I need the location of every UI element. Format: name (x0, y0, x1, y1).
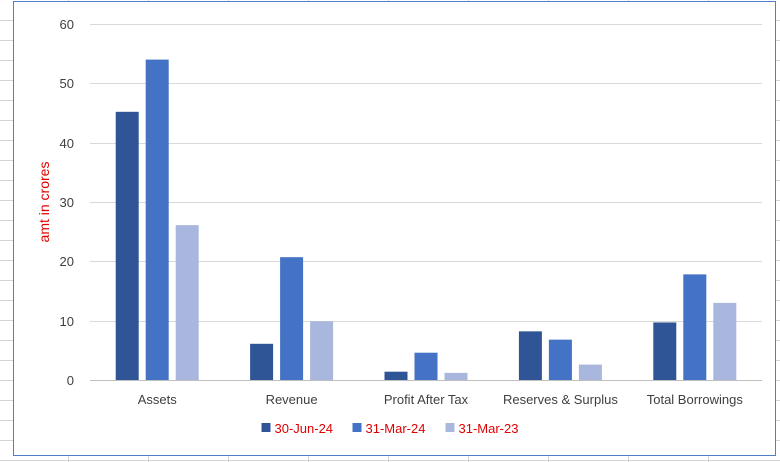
bar[interactable] (578, 364, 602, 380)
legend-entry[interactable]: 30-Jun-24 (275, 421, 334, 436)
bar-chart: 0 10 20 30 40 50 60 Assets Revenue Profit After … (36, 17, 762, 436)
bar[interactable] (175, 225, 199, 380)
y-tick-label: 0 (67, 373, 74, 388)
bar[interactable] (384, 371, 408, 380)
bar[interactable] (653, 322, 677, 380)
bar[interactable] (250, 343, 274, 380)
bar[interactable] (310, 321, 334, 380)
bar[interactable] (683, 274, 707, 380)
bar[interactable] (115, 111, 139, 381)
bar-series (115, 59, 737, 381)
chart-gridlines (90, 24, 762, 381)
y-tick-label: 50 (60, 76, 74, 91)
legend-swatch (261, 423, 271, 432)
x-axis-categories: Assets Revenue Profit After Tax Reserves & … (138, 392, 744, 407)
bar[interactable] (414, 352, 438, 380)
x-category-label: Total Borrowings (647, 392, 744, 407)
x-category-label: Profit After Tax (384, 392, 469, 407)
y-tick-label: 10 (60, 314, 74, 329)
x-category-label: Assets (138, 392, 178, 407)
legend-swatch (445, 423, 455, 432)
legend[interactable]: 30-Jun-24 31-Mar-24 31-Mar-23 (261, 421, 519, 436)
y-axis-label: amt in crores (36, 162, 52, 243)
y-tick-label: 30 (60, 195, 74, 210)
x-category-label: Revenue (266, 392, 318, 407)
legend-entry[interactable]: 31-Mar-23 (459, 421, 519, 436)
legend-entry[interactable]: 31-Mar-24 (366, 421, 426, 436)
x-category-label: Reserves & Surplus (503, 392, 618, 407)
y-tick-label: 40 (60, 136, 74, 151)
y-axis-ticks: 0 10 20 30 40 50 60 (60, 17, 74, 388)
bar[interactable] (444, 372, 468, 380)
bar[interactable] (518, 331, 542, 380)
bar[interactable] (713, 302, 737, 380)
bar[interactable] (548, 339, 572, 380)
legend-swatch (352, 423, 362, 432)
y-tick-label: 20 (60, 254, 74, 269)
bar[interactable] (145, 59, 169, 380)
chart-area[interactable]: 0 10 20 30 40 50 60 Assets Revenue Profit After … (13, 1, 776, 456)
bar[interactable] (280, 257, 304, 380)
y-tick-label: 60 (60, 17, 74, 32)
